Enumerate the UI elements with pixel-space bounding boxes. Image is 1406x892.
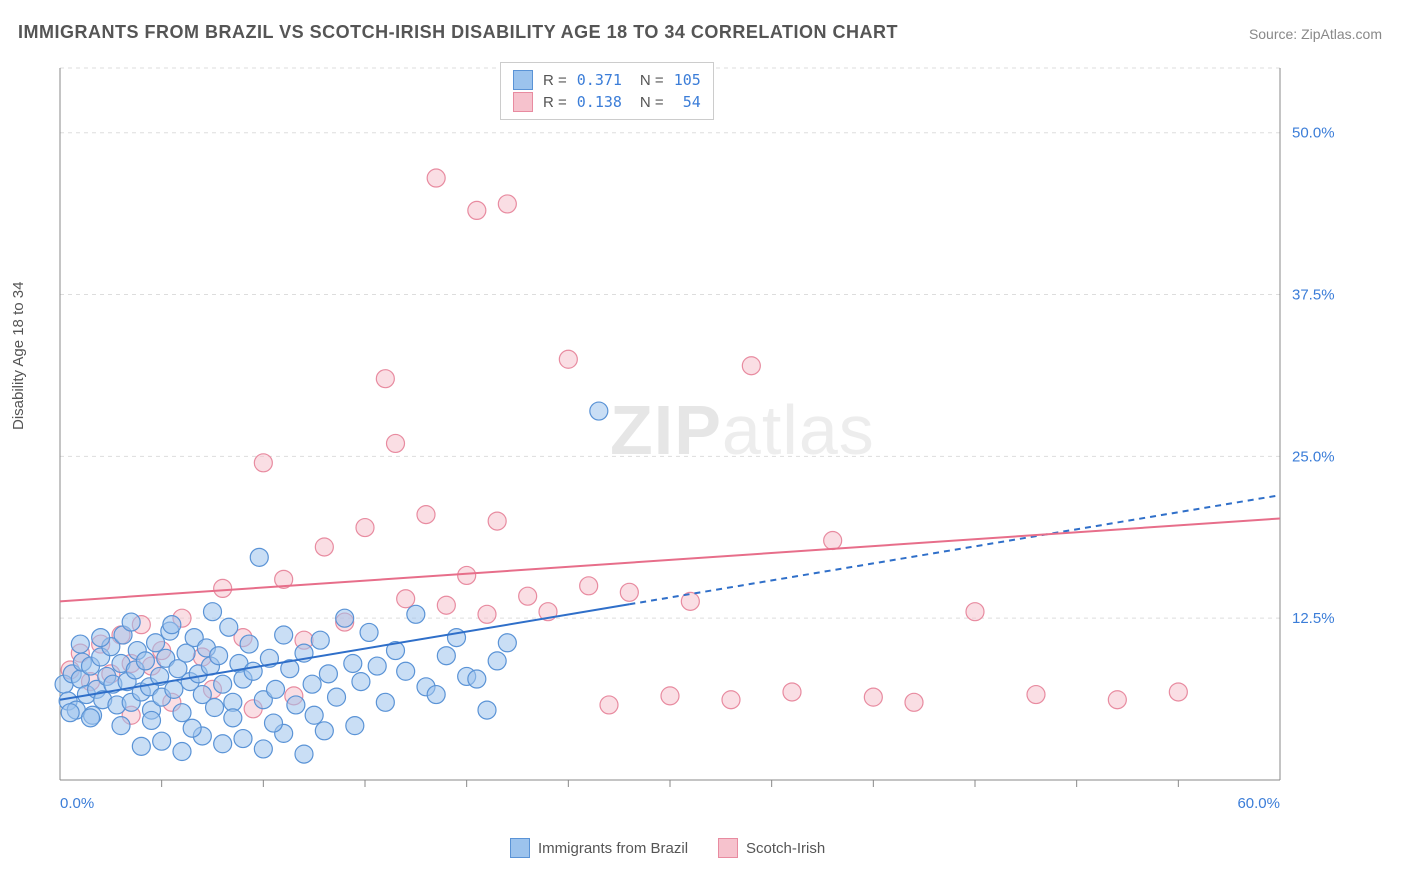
chart-title: IMMIGRANTS FROM BRAZIL VS SCOTCH-IRISH D… <box>18 22 898 43</box>
chart-source: Source: ZipAtlas.com <box>1249 26 1382 42</box>
legend-series-label: Scotch-Irish <box>746 840 825 857</box>
x-tick-label: 0.0% <box>60 795 94 812</box>
legend-stat-label: N = <box>640 94 664 111</box>
chart-svg: 12.5% 25.0% 37.5% 50.0% 0.0% 60.0% <box>50 60 1350 830</box>
legend-swatch <box>718 838 738 858</box>
scatter-plot: 12.5%25.0%37.5%50.0%0.0%60.0% ZIPatlas R… <box>50 60 1350 830</box>
legend-series-label: Immigrants from Brazil <box>538 840 688 857</box>
y-tick-label: 50.0% <box>1292 125 1335 142</box>
legend-stat-label: N = <box>640 72 664 89</box>
legend-r-value: 0.371 <box>577 71 622 89</box>
legend-r-value: 0.138 <box>577 93 622 111</box>
legend-stat-label: R = <box>543 72 567 89</box>
legend-n-value: 105 <box>674 71 701 89</box>
legend-series-item: Immigrants from Brazil <box>510 838 688 858</box>
legend-swatch <box>510 838 530 858</box>
legend-swatch <box>513 92 533 112</box>
legend-n-value: 54 <box>674 93 701 111</box>
y-tick-label: 25.0% <box>1292 448 1335 465</box>
legend-stats-row: R = 0.371 N = 105 <box>513 69 701 91</box>
y-tick-label: 12.5% <box>1292 610 1335 627</box>
legend-series-item: Scotch-Irish <box>718 838 825 858</box>
legend-series: Immigrants from Brazil Scotch-Irish <box>510 838 825 858</box>
legend-stats: R = 0.371 N = 105 R = 0.138 N = 54 <box>500 62 714 120</box>
legend-stat-label: R = <box>543 94 567 111</box>
x-tick-label: 60.0% <box>1237 795 1280 812</box>
y-tick-label: 37.5% <box>1292 287 1335 304</box>
y-axis-label: Disability Age 18 to 34 <box>10 282 27 430</box>
source-prefix: Source: <box>1249 26 1301 42</box>
source-link[interactable]: ZipAtlas.com <box>1301 26 1382 42</box>
legend-stats-row: R = 0.138 N = 54 <box>513 91 701 113</box>
legend-swatch <box>513 70 533 90</box>
